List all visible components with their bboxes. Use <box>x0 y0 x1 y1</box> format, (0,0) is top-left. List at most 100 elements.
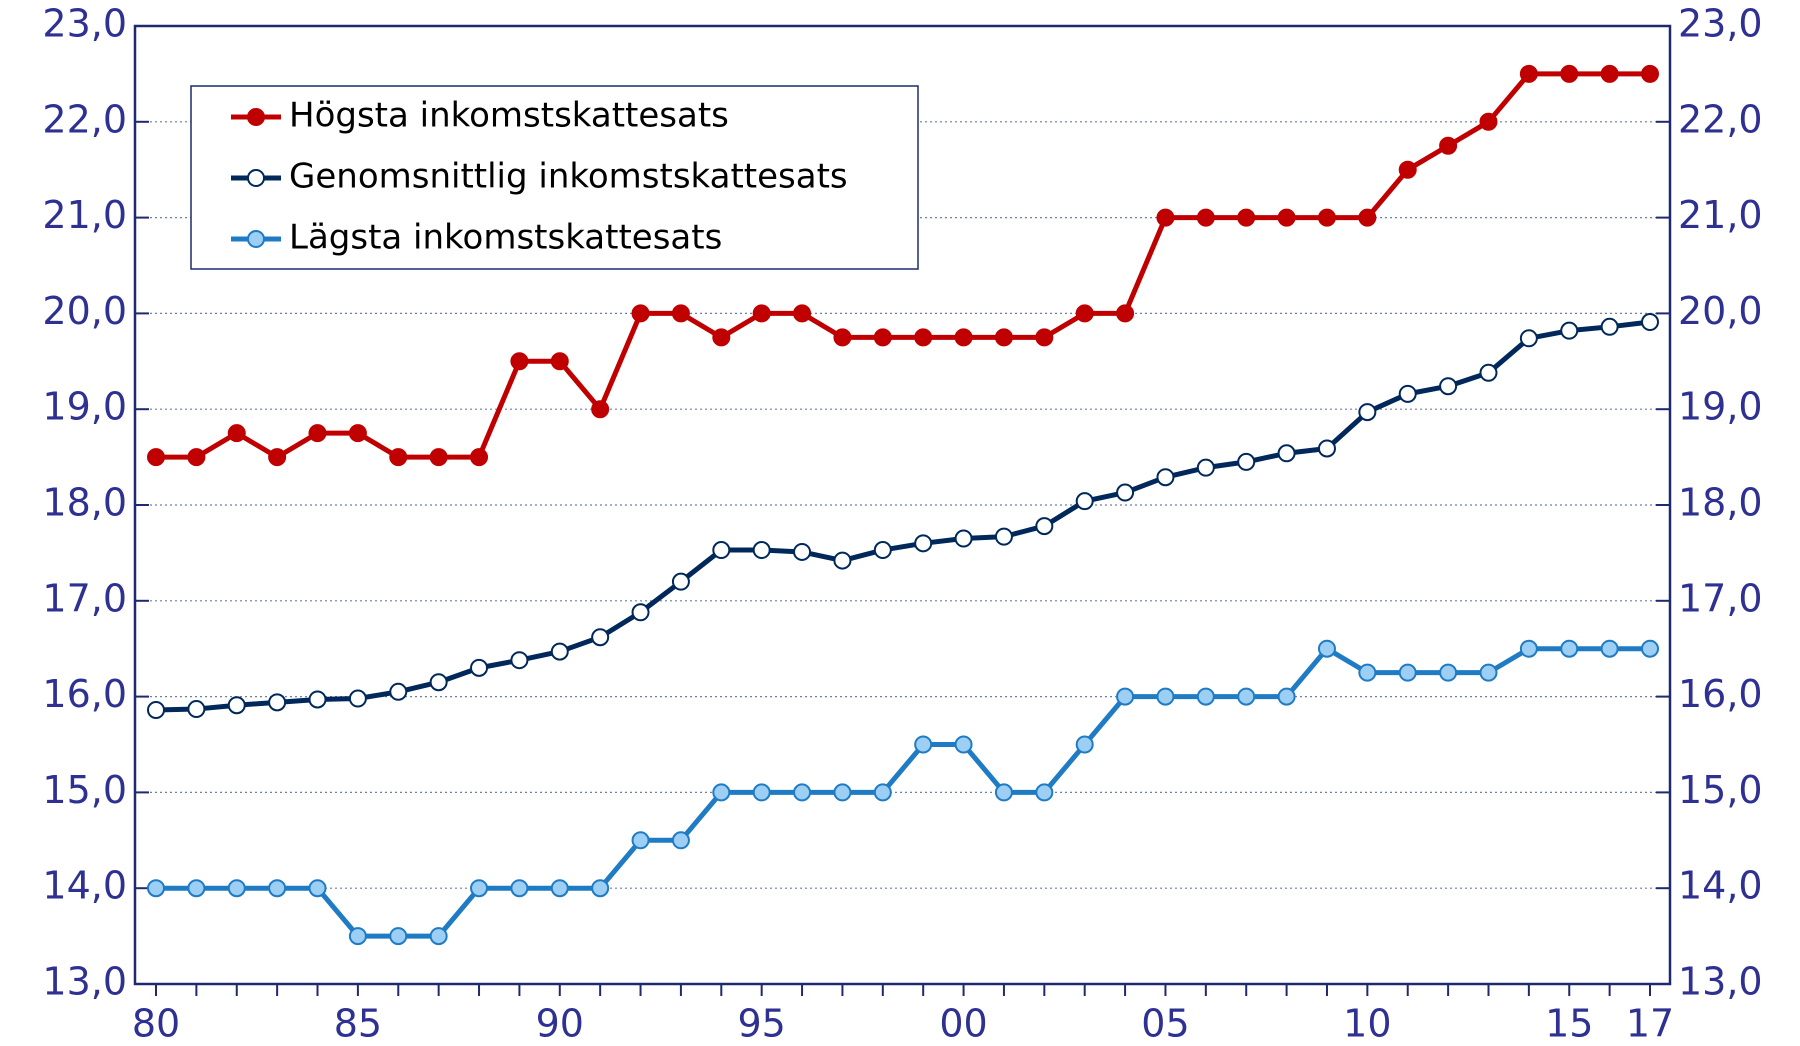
data-point <box>712 783 731 802</box>
y-tick-label: 23,0 <box>42 2 127 46</box>
data-point <box>1641 313 1659 332</box>
data-point <box>1075 492 1094 511</box>
data-point <box>1237 452 1256 471</box>
y2-tick-label: 17,0 <box>1678 576 1763 620</box>
data-point <box>1196 687 1215 706</box>
data-point <box>1156 208 1175 227</box>
data-point <box>1600 64 1619 83</box>
data-point <box>268 879 287 898</box>
data-point <box>227 879 246 898</box>
y2-tick-label: 21,0 <box>1678 193 1763 237</box>
y2-tick-label: 14,0 <box>1678 864 1763 908</box>
data-point <box>1317 208 1336 227</box>
y2-tick-label: 15,0 <box>1678 768 1763 812</box>
data-point <box>227 424 246 443</box>
x-tick-label: 85 <box>334 1002 382 1046</box>
data-point <box>147 879 165 898</box>
data-point <box>1439 663 1458 682</box>
data-point <box>833 551 852 570</box>
y2-tick-label: 20,0 <box>1678 289 1763 333</box>
data-point <box>994 783 1013 802</box>
data-point <box>187 448 206 467</box>
legend-label: Lägsta inkomstskattesats <box>289 218 722 258</box>
data-point <box>1439 136 1458 155</box>
legend-marker <box>247 230 265 248</box>
data-point <box>1277 444 1296 463</box>
data-point <box>591 628 610 647</box>
legend-label: Högsta inkomstskattesats <box>289 96 729 136</box>
legend-marker <box>247 169 265 187</box>
data-point <box>429 927 448 946</box>
data-point <box>793 304 812 323</box>
data-point <box>1641 64 1659 83</box>
data-point <box>833 328 852 347</box>
data-point <box>227 696 246 715</box>
data-point <box>793 542 812 561</box>
legend-box <box>190 85 919 270</box>
data-point <box>1237 208 1256 227</box>
data-point <box>1358 403 1377 422</box>
data-point <box>389 927 408 946</box>
data-point <box>1116 687 1135 706</box>
data-point <box>1035 328 1054 347</box>
data-point <box>671 304 690 323</box>
data-point <box>187 879 206 898</box>
y-tick-label: 18,0 <box>42 481 127 525</box>
data-point <box>671 572 690 591</box>
legend-label: Genomsnittlig inkomstskattesats <box>289 157 848 197</box>
data-point <box>954 735 973 754</box>
data-point <box>510 352 529 371</box>
data-point <box>591 879 610 898</box>
y2-tick-label: 22,0 <box>1678 97 1763 141</box>
data-point <box>1035 783 1054 802</box>
data-point <box>1237 687 1256 706</box>
data-point <box>994 328 1013 347</box>
data-point <box>752 783 771 802</box>
data-point <box>308 690 327 709</box>
data-point <box>873 328 892 347</box>
data-point <box>914 534 933 553</box>
data-point <box>187 700 206 719</box>
x-tick-label: 15 <box>1545 1002 1593 1046</box>
data-point <box>147 448 165 467</box>
data-point <box>268 448 287 467</box>
data-point <box>1116 483 1135 502</box>
x-tick-label: 00 <box>939 1002 987 1046</box>
y2-tick-label: 18,0 <box>1678 481 1763 525</box>
data-point <box>550 879 569 898</box>
data-point <box>1560 321 1579 340</box>
y2-tick-label: 13,0 <box>1678 960 1763 1004</box>
data-point <box>914 735 933 754</box>
data-point <box>873 541 892 560</box>
data-point <box>510 879 529 898</box>
data-point <box>429 448 448 467</box>
data-point <box>1035 517 1054 536</box>
data-point <box>429 673 448 692</box>
y-tick-label: 14,0 <box>42 864 127 908</box>
data-point <box>1358 208 1377 227</box>
data-point <box>348 927 367 946</box>
data-point <box>1358 663 1377 682</box>
data-point <box>752 541 771 560</box>
data-point <box>1398 663 1417 682</box>
data-point <box>793 783 812 802</box>
data-point <box>1560 64 1579 83</box>
x-tick-label: 05 <box>1141 1002 1189 1046</box>
data-point <box>389 448 408 467</box>
data-point <box>994 527 1013 546</box>
data-point <box>752 304 771 323</box>
data-point <box>712 541 731 560</box>
data-point <box>1156 687 1175 706</box>
series-line <box>155 319 1651 713</box>
data-point <box>1439 377 1458 396</box>
data-point <box>954 328 973 347</box>
data-point <box>1479 112 1498 131</box>
data-point <box>268 693 287 712</box>
data-point <box>1075 735 1094 754</box>
data-point <box>1196 208 1215 227</box>
legend-marker <box>247 108 265 126</box>
x-tick-label: 90 <box>536 1002 584 1046</box>
data-point <box>671 831 690 850</box>
data-point <box>1519 329 1538 348</box>
y-tick-label: 21,0 <box>42 193 127 237</box>
